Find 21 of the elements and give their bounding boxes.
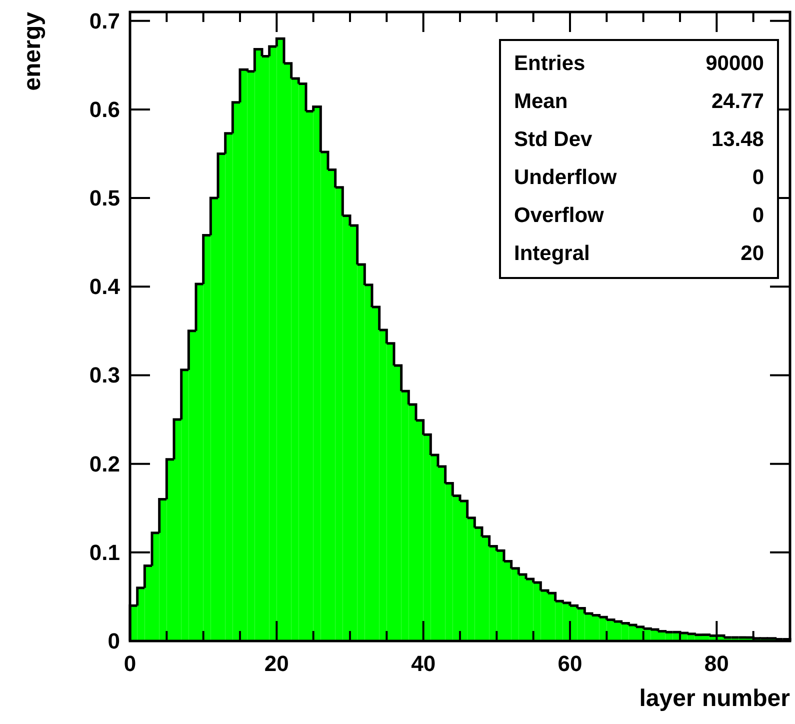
y-tick-label: 0.4 [89,274,121,300]
text: Underflow 0 [514,166,764,189]
text: Integral 20 [514,242,764,265]
text: Std Dev 13.48 [514,128,764,151]
y-tick-label: 0.7 [89,8,120,34]
x-tick-label: 60 [558,651,582,676]
y-tick-label: 0.6 [89,96,120,122]
text: Overflow 0 [514,204,764,227]
x-axis-title: layer number [639,685,790,712]
text: Mean 24.77 [514,90,764,113]
y-tick-label: 0.2 [89,451,120,476]
text: Entries 90000 [514,52,764,75]
y-tick-label: 0.1 [89,540,120,565]
y-axis-title: energy [19,11,46,91]
y-tick-label: 0.3 [89,362,120,388]
y-tick-label: 0 [108,628,120,654]
y-tick-label: 0.5 [89,186,120,211]
x-tick-label: 80 [704,651,729,676]
x-tick-label: 20 [264,651,289,676]
x-tick-label: 0 [124,651,136,676]
x-tick-label: 40 [411,651,436,676]
